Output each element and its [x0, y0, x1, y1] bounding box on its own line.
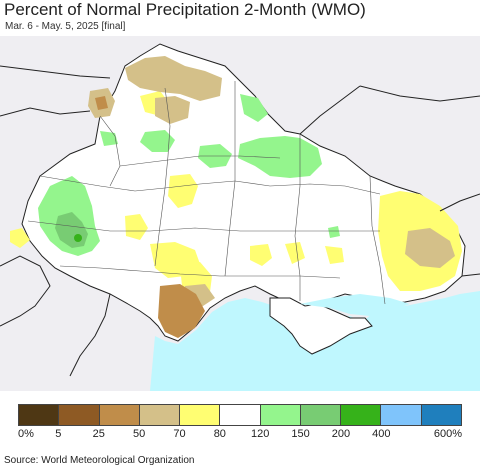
legend-tick-label: 70	[173, 428, 186, 440]
legend-tick-label: 50	[132, 428, 146, 440]
legend-swatch-2	[99, 405, 140, 425]
legend-swatch-10	[421, 405, 461, 425]
extremely-dry-regions	[95, 96, 205, 338]
legend-tick-label: 150	[291, 428, 310, 440]
legend-tick-label: 0%	[18, 428, 34, 440]
legend-swatch-7	[300, 405, 342, 425]
legend-swatch-4	[180, 405, 221, 425]
legend-swatch-3	[139, 405, 181, 425]
legend-swatch-6	[260, 405, 301, 425]
sea-of-azov	[300, 294, 410, 316]
legend-swatch-8	[341, 405, 382, 425]
legend-swatch-0	[19, 405, 60, 425]
legend-swatch-5	[220, 405, 261, 425]
map-title: Percent of Normal Precipitation 2-Month …	[4, 0, 366, 19]
neighbor-borders	[0, 65, 480, 377]
legend-tick-label: 25	[92, 428, 105, 440]
oblast-borders	[27, 81, 386, 305]
color-legend	[18, 404, 462, 426]
legend-swatch-9	[381, 405, 422, 425]
legend-tick-label: 200	[331, 428, 351, 440]
legend-tick-label: 80	[213, 428, 226, 440]
source-credit: Source: World Meteorological Organizatio…	[4, 455, 195, 466]
legend-tick-label: 5	[55, 428, 62, 440]
legend-ticks: 0% 5 25 50 70 80 120 150 200 400 600%	[0, 428, 480, 442]
legend-tick-label: 600%	[433, 428, 463, 440]
map-svg	[0, 43, 480, 391]
legend-tick-label: 120	[250, 428, 270, 440]
precipitation-map	[0, 36, 480, 391]
legend-swatch-1	[59, 405, 100, 425]
wettest-spot	[74, 234, 82, 242]
legend-tick-label: 400	[372, 428, 391, 440]
map-subtitle: Mar. 6 - May. 5, 2025 [final]	[5, 21, 126, 32]
